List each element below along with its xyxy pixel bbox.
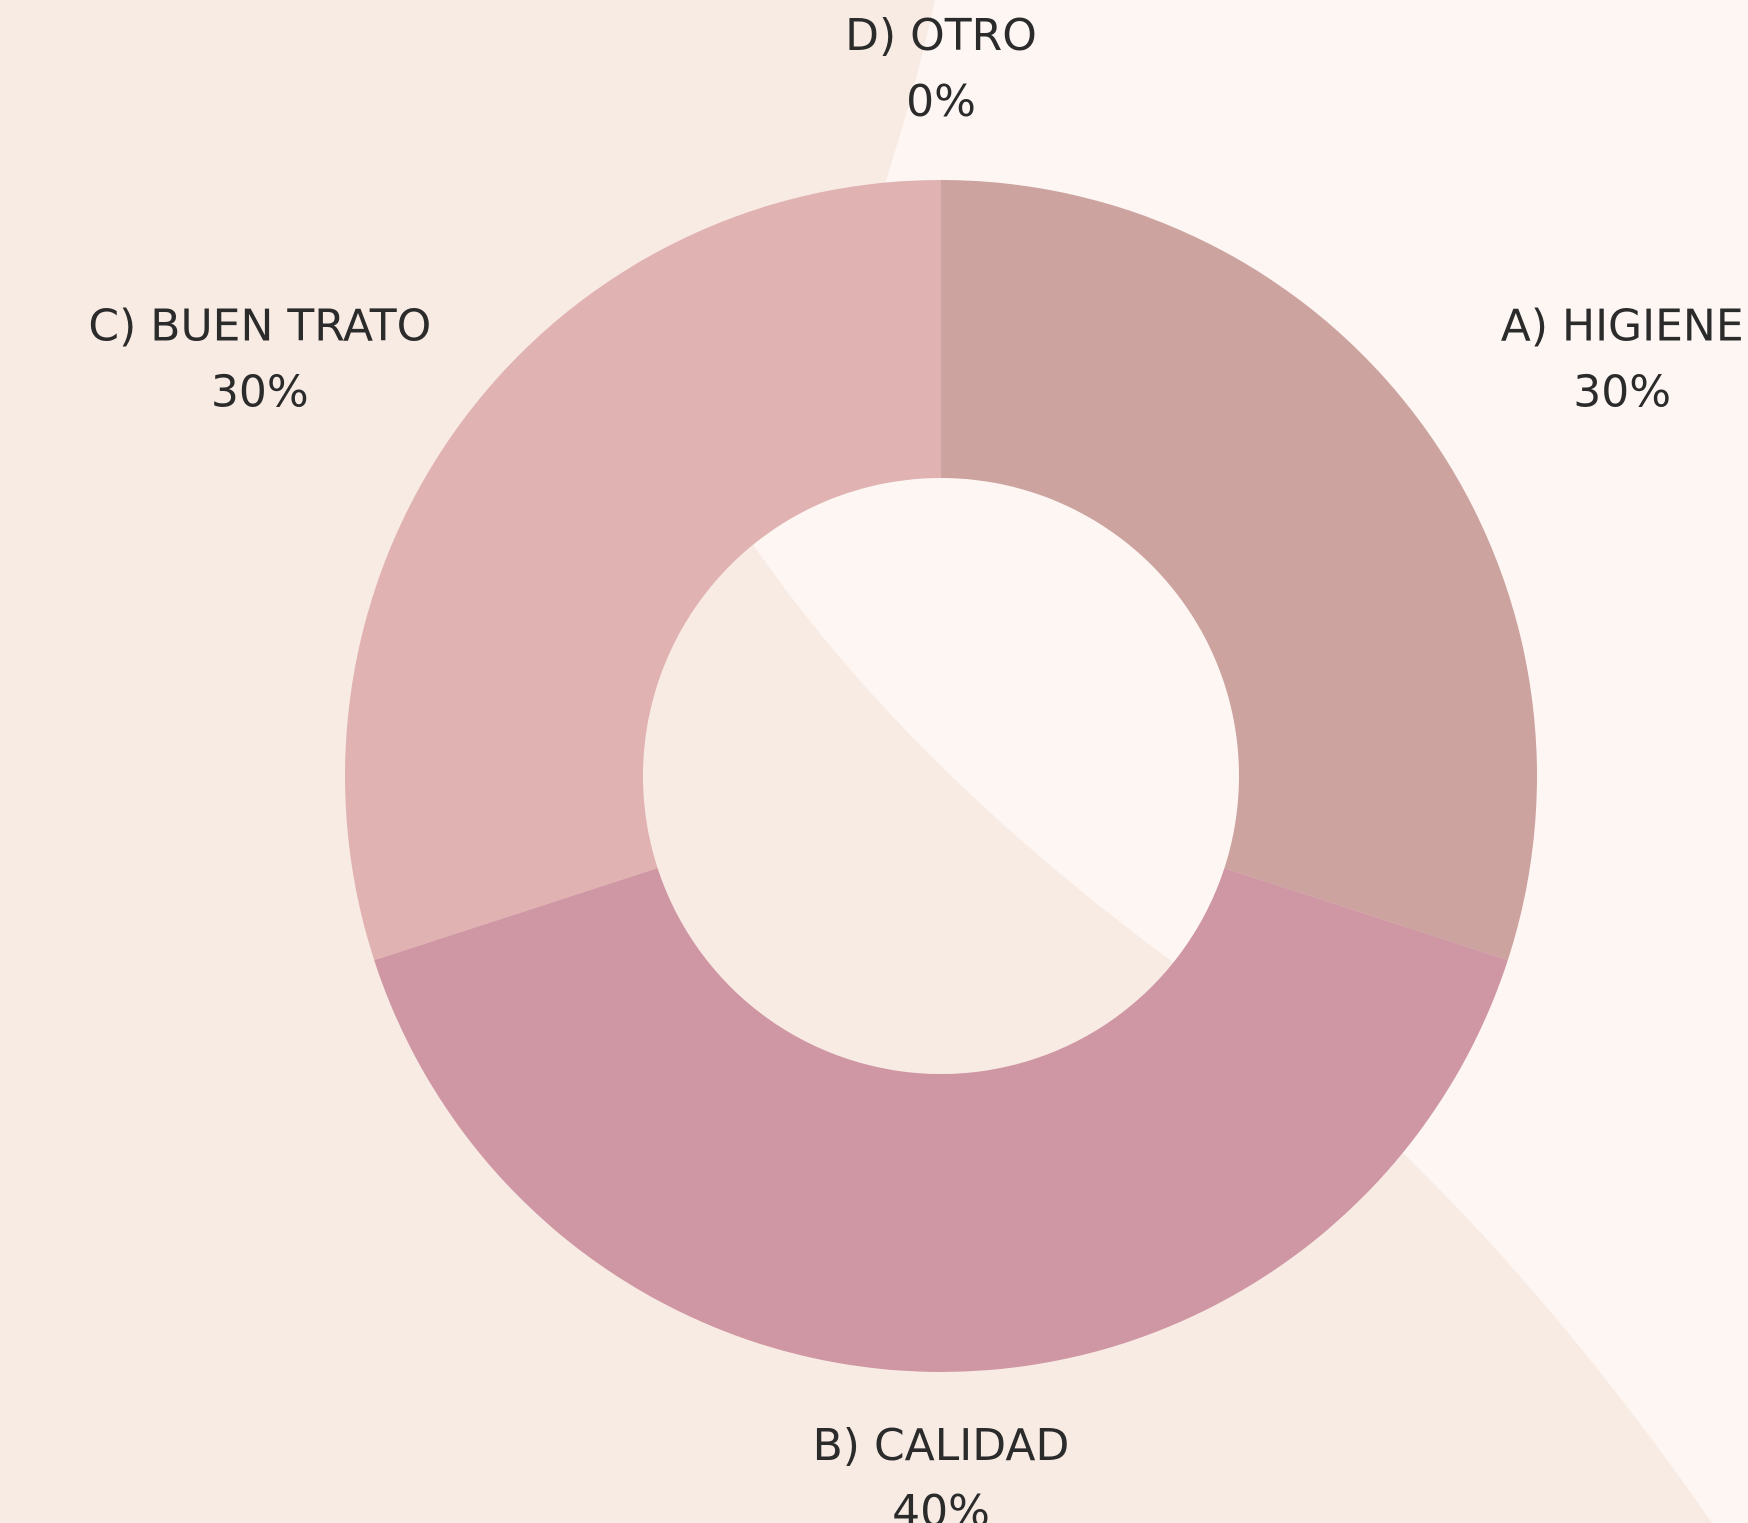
slice-label: A) HIGIENE bbox=[1501, 301, 1744, 352]
slice-label: D) OTRO bbox=[845, 10, 1037, 61]
slice-label: B) CALIDAD bbox=[813, 1420, 1070, 1471]
slice-value-label: 0% bbox=[906, 76, 976, 127]
labels: A) HIGIENE 30% B) CALIDAD 40% C) BUEN TRATO 3… bbox=[88, 10, 1743, 1523]
slice bbox=[344, 180, 941, 961]
slice bbox=[941, 180, 1537, 961]
slice bbox=[374, 868, 1508, 1372]
slice-value-label: 30% bbox=[211, 367, 309, 418]
slice-label: C) BUEN TRATO bbox=[88, 301, 431, 352]
donut bbox=[344, 180, 1537, 1372]
slice-value-label: 30% bbox=[1573, 367, 1671, 418]
slice-value-label: 40% bbox=[892, 1486, 990, 1523]
